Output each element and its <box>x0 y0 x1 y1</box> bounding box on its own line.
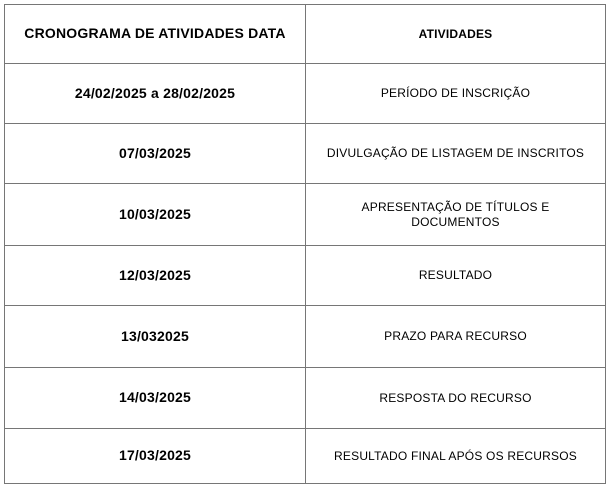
table-row: 13/032025 PRAZO PARA RECURSO <box>4 305 606 368</box>
table-row: 17/03/2025 RESULTADO FINAL APÓS OS RECUR… <box>4 428 606 484</box>
activity-cell: RESULTADO <box>305 245 606 306</box>
date-cell: 14/03/2025 <box>4 367 306 429</box>
table-row: 14/03/2025 RESPOSTA DO RECURSO <box>4 367 606 429</box>
table-row: 07/03/2025 DIVULGAÇÃO DE LISTAGEM DE INS… <box>4 123 606 184</box>
header-cell-cronograma: CRONOGRAMA DE ATIVIDADES DATA <box>4 4 306 64</box>
date-cell: 24/02/2025 a 28/02/2025 <box>4 63 306 124</box>
date-cell: 10/03/2025 <box>4 183 306 246</box>
activity-cell: RESPOSTA DO RECURSO <box>305 367 606 429</box>
date-cell: 12/03/2025 <box>4 245 306 306</box>
date-cell: 17/03/2025 <box>4 428 306 484</box>
activity-cell: RESULTADO FINAL APÓS OS RECURSOS <box>305 428 606 484</box>
table-row: 10/03/2025 APRESENTAÇÃO DE TÍTULOS E DOC… <box>4 183 606 246</box>
table-row: 12/03/2025 RESULTADO <box>4 245 606 306</box>
activity-cell: PRAZO PARA RECURSO <box>305 305 606 368</box>
date-cell: 07/03/2025 <box>4 123 306 184</box>
table-row: 24/02/2025 a 28/02/2025 PERÍODO DE INSCR… <box>4 63 606 124</box>
schedule-table: CRONOGRAMA DE ATIVIDADES DATA ATIVIDADES… <box>4 4 606 484</box>
activity-cell: APRESENTAÇÃO DE TÍTULOS E DOCUMENTOS <box>305 183 606 246</box>
table-header-row: CRONOGRAMA DE ATIVIDADES DATA ATIVIDADES <box>4 4 606 64</box>
activity-cell: PERÍODO DE INSCRIÇÃO <box>305 63 606 124</box>
date-cell: 13/032025 <box>4 305 306 368</box>
activity-cell: DIVULGAÇÃO DE LISTAGEM DE INSCRITOS <box>305 123 606 184</box>
header-cell-atividades: ATIVIDADES <box>305 4 606 64</box>
